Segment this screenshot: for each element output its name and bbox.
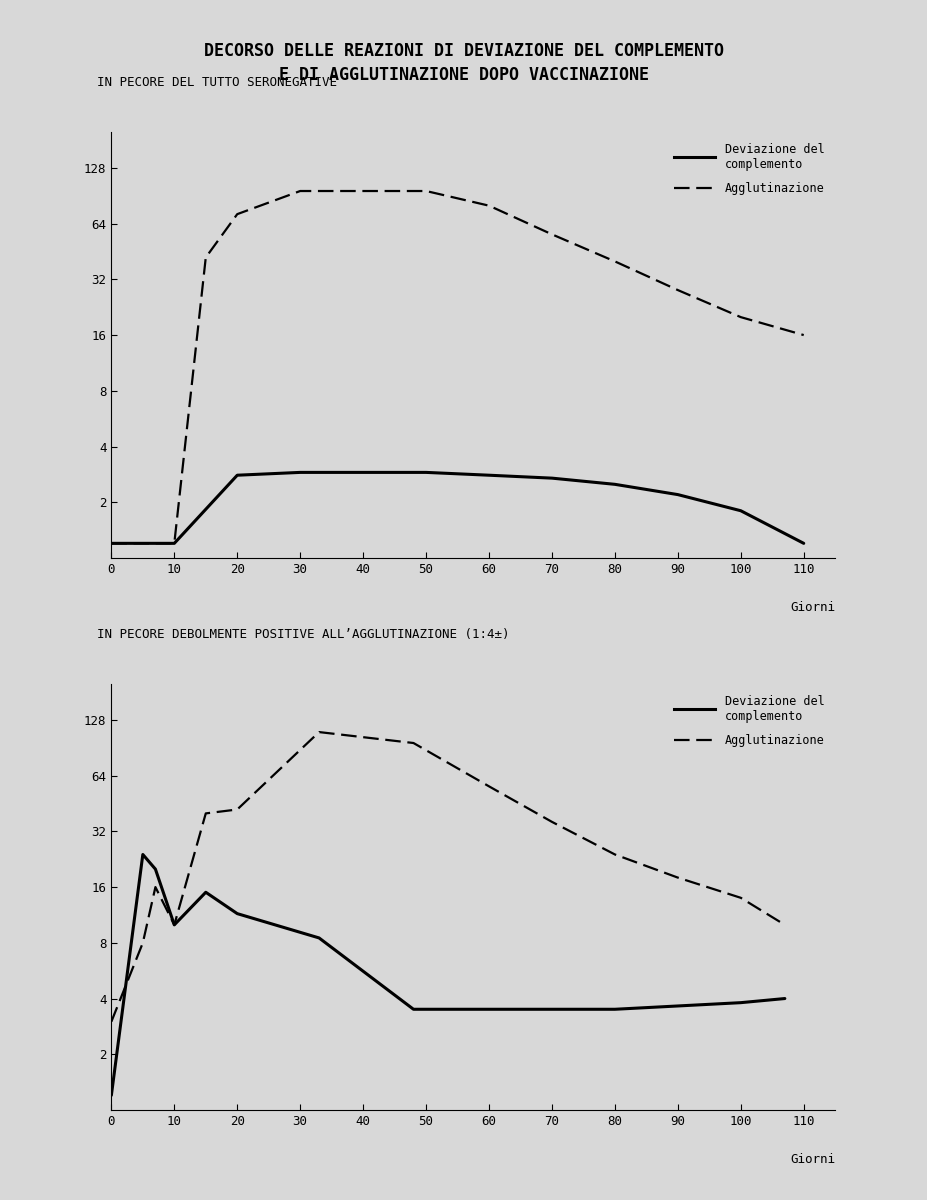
Text: Giorni: Giorni bbox=[790, 1152, 834, 1165]
Text: E DI AGGLUTINAZIONE DOPO VACCINAZIONE: E DI AGGLUTINAZIONE DOPO VACCINAZIONE bbox=[279, 66, 648, 84]
Text: DECORSO DELLE REAZIONI DI DEVIAZIONE DEL COMPLEMENTO: DECORSO DELLE REAZIONI DI DEVIAZIONE DEL… bbox=[204, 42, 723, 60]
Text: IN PECORE DEBOLMENTE POSITIVE ALL’AGGLUTINAZIONE (1:4±): IN PECORE DEBOLMENTE POSITIVE ALL’AGGLUT… bbox=[96, 629, 509, 641]
Text: Giorni: Giorni bbox=[790, 600, 834, 613]
Legend: Deviazione del
complemento, Agglutinazione: Deviazione del complemento, Agglutinazio… bbox=[668, 138, 829, 200]
Legend: Deviazione del
complemento, Agglutinazione: Deviazione del complemento, Agglutinazio… bbox=[668, 690, 829, 752]
Text: IN PECORE DEL TUTTO SERONEGATIVE: IN PECORE DEL TUTTO SERONEGATIVE bbox=[96, 77, 337, 90]
